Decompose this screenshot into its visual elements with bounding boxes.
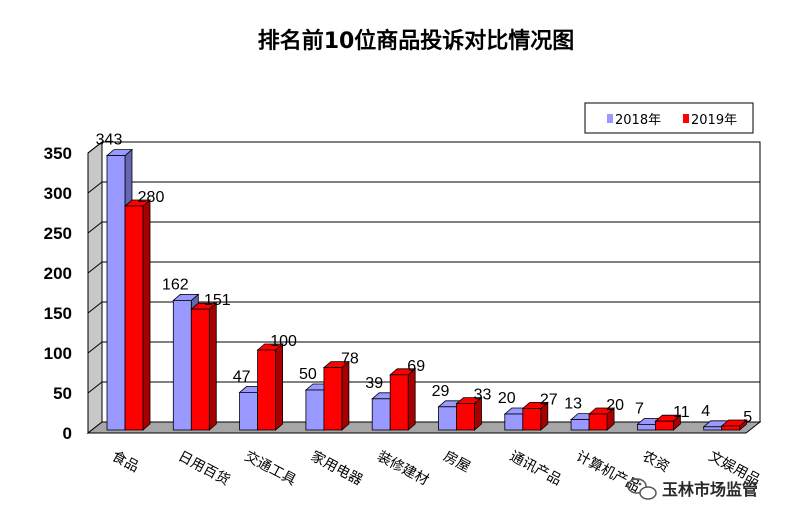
bar-front (504, 413, 524, 431)
data-label: 13 (564, 396, 582, 413)
bar-side (407, 367, 416, 431)
chart-title: 排名前10位商品投诉对比情况图 (258, 28, 575, 54)
x-axis-label: 房屋 (441, 448, 473, 475)
bar-2019年-通讯产品 (521, 401, 549, 431)
bar-front (438, 406, 457, 431)
data-label: 47 (233, 368, 251, 385)
legend: 2018年 2019年 (584, 102, 754, 134)
bar-side (208, 302, 217, 431)
bar-2019年-日用百货 (190, 302, 218, 431)
gridline (87, 141, 760, 154)
x-axis-label: 农资 (640, 448, 672, 475)
bar-front (106, 155, 126, 431)
bar-front (323, 367, 343, 431)
data-label: 33 (474, 387, 492, 404)
x-axis-label: 日用百货 (175, 448, 232, 489)
gridline (87, 221, 760, 234)
bar-front (588, 413, 608, 431)
data-label: 69 (407, 358, 425, 375)
y-tick-label: 0 (63, 424, 72, 443)
bar-2019年-食品 (123, 199, 152, 431)
data-label: 280 (138, 189, 165, 206)
data-label: 20 (606, 397, 624, 414)
bar-front (637, 423, 656, 431)
y-tick-label: 150 (44, 304, 72, 323)
watermark-text: 玉林市场监管 (662, 480, 758, 499)
y-tick-label: 300 (44, 184, 72, 203)
x-axis-label: 通讯产品 (507, 448, 564, 488)
gridlines (87, 141, 760, 394)
data-label: 78 (341, 351, 359, 368)
data-label: 29 (432, 383, 450, 400)
data-label: 343 (96, 132, 123, 149)
bar-front (721, 425, 741, 431)
y-tick-label: 100 (44, 344, 72, 363)
data-label: 151 (204, 292, 231, 309)
data-label: 27 (540, 391, 558, 408)
bar-side (142, 199, 151, 431)
bar-2019年-家用电器 (322, 360, 350, 431)
data-label: 20 (498, 390, 516, 407)
legend-swatch-2018 (607, 114, 613, 123)
wechat-icon (627, 478, 657, 500)
data-label: 162 (162, 276, 189, 293)
y-tick-label: 50 (53, 384, 72, 403)
bar-front (456, 403, 475, 431)
bars (105, 148, 748, 431)
bar-front (522, 407, 542, 431)
y-axis-ticks: 0 50 100 150 200 250 300 350 (44, 144, 72, 443)
data-label: 50 (299, 366, 317, 383)
x-axis-label: 交通工具 (242, 448, 299, 489)
bar-side (341, 360, 350, 431)
bar-front (305, 389, 325, 431)
x-axis-label: 计算机产品 (573, 448, 642, 495)
bar-2019年-计算机产品 (588, 407, 616, 431)
x-axis-label: 装修建材 (374, 448, 431, 488)
bar-front (190, 308, 210, 431)
bar-front (239, 391, 259, 431)
bar-front (703, 426, 723, 431)
bar-2019年-农资 (654, 414, 682, 431)
data-label: 4 (701, 403, 710, 420)
gridline (87, 261, 760, 274)
data-label: 11 (673, 404, 690, 421)
gridline (87, 381, 760, 394)
bar-front (172, 299, 192, 431)
x-axis-label: 家用电器 (308, 448, 365, 489)
gridline (87, 301, 760, 314)
y-tick-label: 250 (44, 224, 72, 243)
bar-2019年-装修建材 (389, 367, 417, 431)
bar-front (655, 420, 674, 431)
watermark: 玉林市场监管 (627, 478, 758, 500)
legend-label-2019: 2019年 (691, 113, 737, 128)
bar-front (257, 349, 277, 431)
x-axis-label: 食品 (109, 448, 142, 476)
bar-front (570, 419, 590, 431)
y-tick-label: 200 (44, 264, 72, 283)
bar-front (124, 205, 144, 431)
gridline (87, 181, 760, 194)
bar-front (371, 398, 391, 431)
bar-2019年-文娱用品 (720, 419, 748, 431)
data-label: 39 (365, 375, 383, 392)
data-label: 7 (635, 400, 644, 417)
y-tick-label: 350 (44, 144, 72, 163)
gridline (87, 341, 760, 354)
data-label: 100 (270, 333, 297, 350)
bar-2019年-交通工具 (256, 343, 284, 431)
bar-front (389, 374, 409, 431)
bar-2019年-房屋 (455, 396, 483, 431)
data-label: 5 (743, 409, 752, 426)
legend-swatch-2019 (683, 114, 689, 123)
legend-label-2018: 2018年 (615, 113, 661, 128)
side-wall (87, 140, 103, 435)
bar-side (275, 343, 284, 431)
